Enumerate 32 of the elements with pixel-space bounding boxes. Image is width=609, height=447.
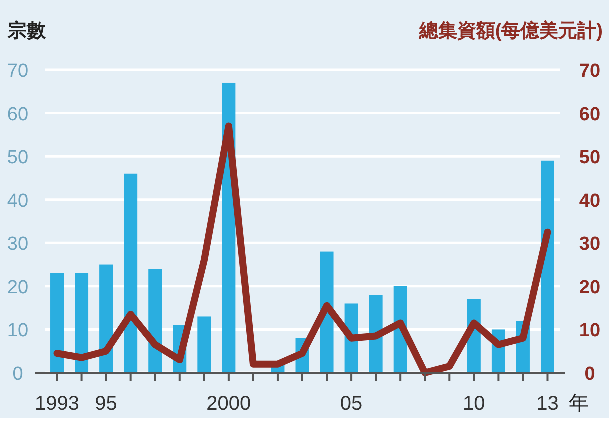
y2-tick-label: 30 [579, 234, 601, 256]
bar [75, 273, 89, 373]
x-tick-label: 05 [340, 393, 363, 415]
bar [100, 264, 114, 373]
x-tick-label: 10 [463, 393, 486, 415]
y2-tick-label: 40 [579, 190, 601, 212]
y-tick-label: 70 [7, 61, 29, 82]
x-tick-label: 95 [95, 393, 118, 415]
y-axis-title: 宗數 [7, 20, 47, 42]
bar [50, 273, 64, 373]
y-tick-label: 30 [7, 234, 29, 256]
y2-tick-label: 70 [579, 61, 601, 82]
x-axis-title: 年 [569, 393, 589, 415]
y2-tick-label: 10 [579, 320, 601, 342]
y-tick-label: 0 [12, 364, 24, 385]
y2-tick-label: 0 [584, 364, 596, 385]
y2-axis-title: 總集資額(每億美元計) [418, 20, 603, 42]
bar [124, 174, 138, 373]
x-tick-label: 1993 [35, 393, 80, 415]
y-tick-label: 40 [7, 190, 29, 212]
y-tick-label: 10 [7, 320, 29, 342]
y-tick-label: 20 [7, 277, 29, 298]
y2-tick-label: 50 [579, 148, 601, 169]
x-tick-label: 13 [536, 393, 559, 415]
bar [540, 160, 554, 373]
y2-tick-label: 20 [579, 277, 601, 298]
y2-tick-label: 60 [579, 104, 601, 126]
bar [198, 316, 212, 373]
bar [148, 269, 162, 373]
y-tick-label: 60 [7, 104, 29, 126]
x-tick-label: 2000 [206, 393, 252, 415]
y-tick-label: 50 [7, 148, 29, 169]
